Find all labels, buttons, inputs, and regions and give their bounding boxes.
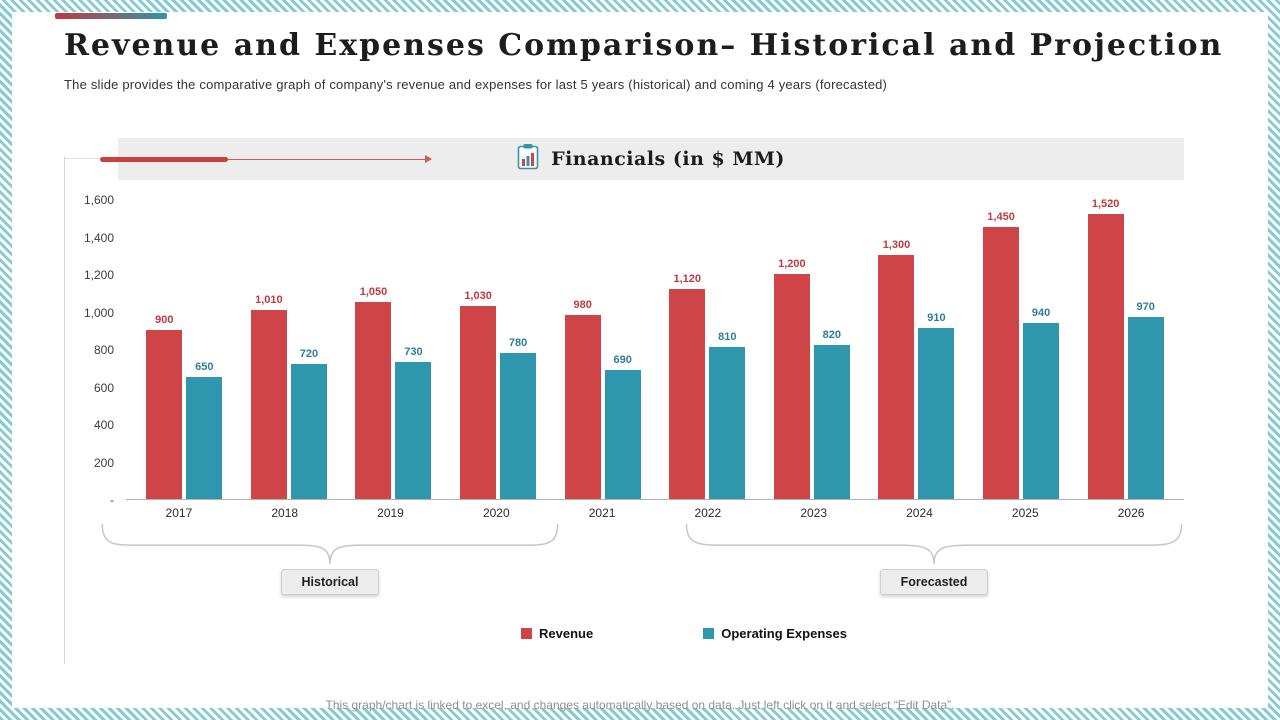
chart-header-bar: Financials (in $ MM) <box>100 138 1184 180</box>
bar-value-label: 1,450 <box>987 211 1015 223</box>
legend-swatch <box>521 628 533 639</box>
x-axis-label-2026: 2026 <box>1117 506 1145 520</box>
bar-value-label: 1,050 <box>359 286 388 298</box>
bar-operating-expenses-2023: 820 <box>813 329 850 499</box>
bar-group-2026: 1,520 970 <box>1087 198 1164 499</box>
y-axis: 1,600 1,400 1,200 1,000 800 600 400 200 - <box>64 193 126 507</box>
bar-group-2018: 1,010 720 <box>250 294 327 499</box>
bar-operating-expenses-2017: 650 <box>186 361 223 499</box>
bar-revenue-2020: 1,030 <box>460 290 497 499</box>
x-axis-label-2018: 2018 <box>271 506 299 520</box>
y-tick-label: 1,000 <box>83 305 114 320</box>
bar-value-label: 1,010 <box>255 294 283 306</box>
x-axis-label-2020: 2020 <box>482 506 510 520</box>
x-axis-label-2017: 2017 <box>165 506 193 520</box>
accent-gradient-bar <box>55 13 167 19</box>
bar-group-2023: 1,200 820 <box>773 258 850 499</box>
x-axis-label-2022: 2022 <box>694 506 722 520</box>
bar-revenue-2019: 1,050 <box>355 286 392 499</box>
x-axis-label-2025: 2025 <box>1011 506 1039 520</box>
bar-value-label: 1,120 <box>673 273 702 285</box>
legend-label: Operating Expenses <box>721 626 847 641</box>
bar-operating-expenses-2026: 970 <box>1127 301 1164 499</box>
bar-operating-expenses-2019: 730 <box>395 346 432 499</box>
bar-revenue-2025: 1,450 <box>983 211 1020 499</box>
legend-item-operating-expenses: Operating Expenses <box>703 626 847 641</box>
bar-groups: 900 650 1,010 720 1,050 730 1,030 780 980 690 1,12… <box>126 198 1184 499</box>
bar-group-2022: 1,120 810 <box>669 273 746 499</box>
bar-revenue-2024: 1,300 <box>878 239 915 499</box>
chart-frame-line-vertical <box>64 156 65 664</box>
bar-value-label: 820 <box>822 329 842 341</box>
bar-operating-expenses-2025: 940 <box>1023 307 1060 499</box>
bar-revenue-2023: 1,200 <box>773 258 810 499</box>
historical-brace: Historical <box>100 524 560 595</box>
bar-value-label: 730 <box>404 346 423 358</box>
y-tick-label: 600 <box>93 380 114 395</box>
y-tick-label: 800 <box>93 343 114 357</box>
bar-revenue-2026: 1,520 <box>1087 198 1124 499</box>
bar-group-2025: 1,450 940 <box>983 211 1060 499</box>
bar-revenue-2022: 1,120 <box>669 273 706 499</box>
bar-value-label: 720 <box>299 348 319 360</box>
bar-revenue-2018: 1,010 <box>250 294 287 499</box>
bar-value-label: 780 <box>508 337 528 349</box>
arrow-icon <box>100 155 432 163</box>
x-axis-label-2019: 2019 <box>377 506 404 520</box>
page-title: Revenue and Expenses Comparison– Histori… <box>64 28 1224 63</box>
x-labels: 2017 2018 2019 2020 2021 2022 2023 2024 2025 2026 <box>126 506 1184 520</box>
bar-group-2017: 900 650 <box>146 314 223 499</box>
y-tick-label: 1,400 <box>83 230 114 245</box>
historical-badge: Historical <box>280 569 380 595</box>
chart-body: 1,600 1,400 1,200 1,000 800 600 400 200 - 900 650… <box>64 193 1184 507</box>
bar-value-label: 1,200 <box>778 258 806 270</box>
bar-revenue-2021: 980 <box>564 299 601 499</box>
x-axis-label-2021: 2021 <box>588 506 616 520</box>
y-tick-label: 200 <box>93 455 114 470</box>
bar-operating-expenses-2021: 690 <box>604 354 641 499</box>
bar-value-label: 900 <box>155 314 174 326</box>
bar-revenue-2017: 900 <box>146 314 183 499</box>
bar-value-label: 1,520 <box>1091 198 1120 210</box>
y-tick-label: - <box>110 493 114 507</box>
bar-group-2020: 1,030 780 <box>460 290 537 499</box>
bar-operating-expenses-2018: 720 <box>290 348 327 499</box>
bar-value-label: 940 <box>1031 307 1051 319</box>
legend-item-revenue: Revenue <box>521 626 593 641</box>
forecasted-brace: Forecasted <box>684 524 1184 595</box>
bar-group-2021: 980 690 <box>564 299 641 499</box>
bar-value-label: 1,300 <box>882 239 911 251</box>
chart-legend: Revenue Operating Expenses <box>184 626 1184 641</box>
x-axis-label-2023: 2023 <box>800 506 828 520</box>
chart-object[interactable]: Financials (in $ MM) 1,600 1,400 1,200 1,00… <box>64 138 1184 664</box>
bar-value-label: 980 <box>573 299 592 311</box>
page-subtitle: The slide provides the comparative graph… <box>64 77 888 92</box>
bar-operating-expenses-2022: 810 <box>709 331 746 499</box>
bar-value-label: 690 <box>613 354 632 366</box>
bar-group-2019: 1,050 730 <box>355 286 432 499</box>
y-tick-label: 1,600 <box>83 193 114 207</box>
bar-value-label: 810 <box>718 331 737 343</box>
forecasted-badge: Forecasted <box>879 569 989 595</box>
footer-note: This graph/chart is linked to excel, and… <box>325 698 955 712</box>
y-tick-label: 1,200 <box>83 268 114 282</box>
legend-label: Revenue <box>539 626 594 641</box>
clipboard-chart-icon <box>517 143 539 175</box>
x-axis-label-2024: 2024 <box>906 506 933 520</box>
legend-swatch <box>703 628 715 639</box>
bar-value-label: 970 <box>1136 301 1155 313</box>
bar-value-label: 650 <box>195 361 214 373</box>
chart-title: Financials (in $ MM) <box>551 148 785 170</box>
plot-area: 900 650 1,010 720 1,050 730 1,030 780 980 690 1,12… <box>126 198 1184 500</box>
bar-operating-expenses-2020: 780 <box>500 337 537 499</box>
group-braces: Historical Forecasted <box>64 524 1184 620</box>
bar-value-label: 910 <box>927 312 946 324</box>
bar-operating-expenses-2024: 910 <box>918 312 955 499</box>
bar-group-2024: 1,300 910 <box>878 239 955 499</box>
y-tick-label: 400 <box>93 418 114 432</box>
bar-value-label: 1,030 <box>464 290 492 302</box>
